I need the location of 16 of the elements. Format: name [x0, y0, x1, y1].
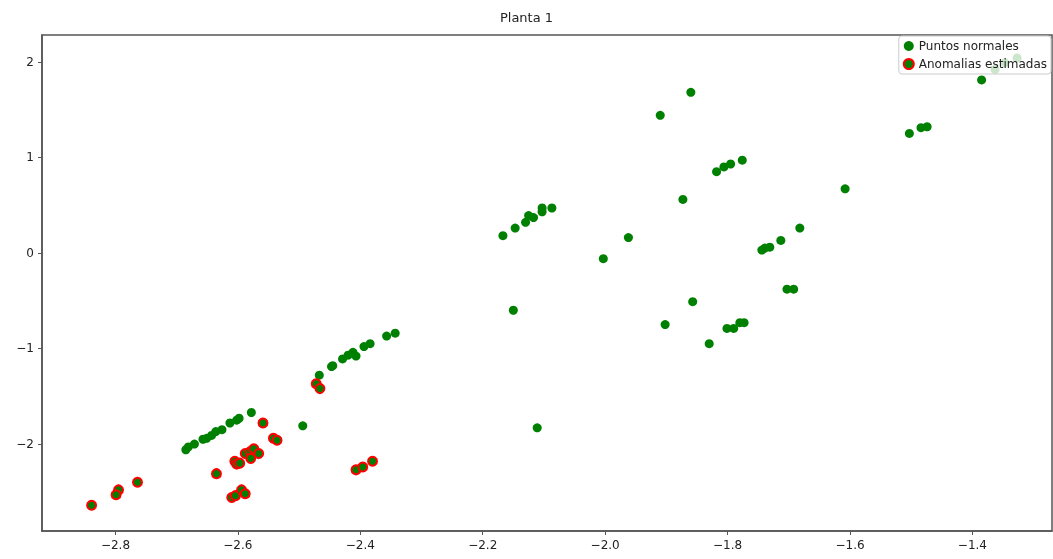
legend-label: Puntos normales	[918, 39, 1019, 53]
y-tick-label: 0	[26, 245, 34, 260]
x-tick-label: −2.4	[345, 538, 375, 552]
x-tick-label: −2.2	[468, 538, 498, 552]
legend-label: Anomalias estimadas	[918, 57, 1048, 71]
chart-title: Planta 1	[499, 10, 554, 25]
x-tick-label: −2.8	[100, 538, 131, 552]
x-tick-label: −2.0	[590, 538, 620, 552]
x-tick-label: −2.6	[223, 538, 253, 552]
y-tick-label: −2	[16, 437, 34, 452]
x-tick-label: −1.4	[957, 538, 987, 552]
x-tick-label: −1.8	[713, 538, 743, 552]
x-tick-label: −1.6	[835, 538, 865, 552]
y-tick-label: 1	[26, 150, 34, 165]
y-tick-label: −1	[16, 341, 34, 356]
y-tick-label: 2	[26, 54, 34, 69]
